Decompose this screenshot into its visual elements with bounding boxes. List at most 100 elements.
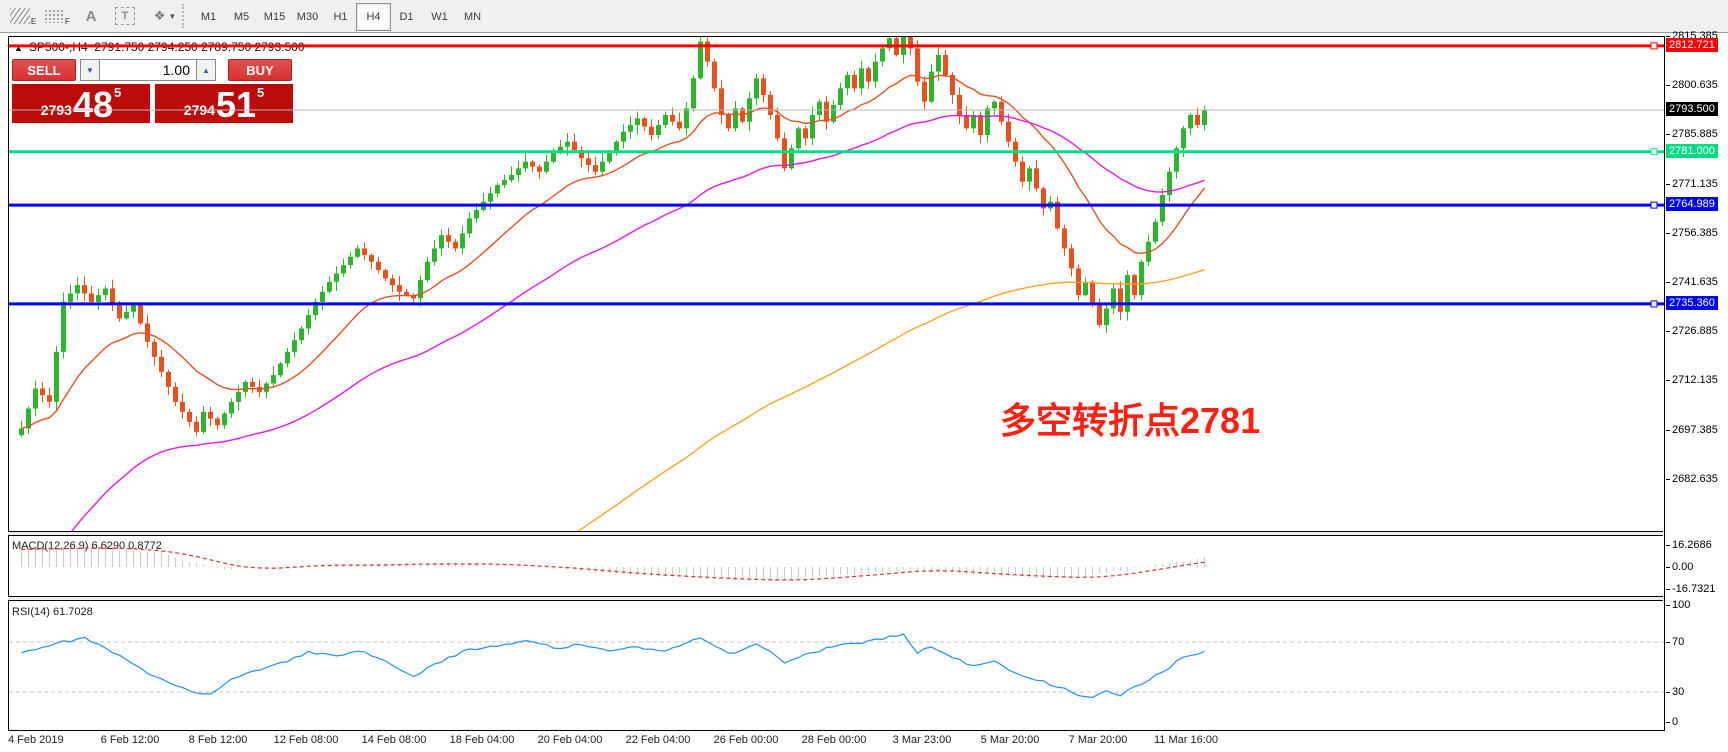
- macd-axis-label: 0.00: [1672, 561, 1694, 573]
- price-axis-label: 2697.385: [1672, 423, 1718, 436]
- time-axis-label: 12 Feb 08:00: [273, 734, 339, 746]
- buy-price-sup: 5: [256, 85, 265, 100]
- price-axis-tick: [1666, 331, 1670, 333]
- sell-price-sup: 5: [113, 85, 122, 100]
- buy-price-panel[interactable]: 2794 51 5: [155, 84, 293, 123]
- price-axis-tick: [1666, 282, 1670, 283]
- time-axis-label: 14 Feb 08:00: [361, 734, 427, 746]
- time-axis-label: 26 Feb 00:00: [713, 734, 779, 746]
- panel-splitter[interactable]: [8, 531, 1663, 536]
- hline-price-label: 2781.000: [1666, 143, 1718, 158]
- price-axis-label: 2785.885: [1672, 128, 1718, 141]
- time-axis-label: 8 Feb 12:00: [188, 734, 248, 746]
- buy-button[interactable]: BUY: [228, 59, 292, 81]
- volume-increase-button[interactable]: ▲: [196, 59, 216, 81]
- arrow-tools[interactable]: ❖ ▼: [144, 4, 186, 28]
- price-axis-tick: [1666, 478, 1670, 480]
- chevron-down-icon[interactable]: ▼: [168, 11, 177, 21]
- letter-glyph: A: [85, 7, 97, 25]
- time-axis-label: 5 Mar 20:00: [980, 734, 1040, 746]
- current-price-label: 2793.500: [1666, 101, 1718, 116]
- hatch-glyph: [9, 8, 30, 24]
- price-axis-label: 2741.635: [1672, 276, 1718, 288]
- price-axis-tick: [1666, 183, 1670, 185]
- rsi-axis-label: 30: [1672, 686, 1685, 698]
- timeframe-button-D1[interactable]: D1: [399, 11, 414, 23]
- toolbar: [0, 0, 1728, 33]
- boxed-letter-glyph: T: [115, 7, 135, 25]
- time-axis-label: 20 Feb 04:00: [537, 734, 603, 746]
- hline-price-label: 2735.360: [1666, 295, 1718, 310]
- text-label-tool[interactable]: A: [76, 4, 106, 28]
- macd-axis-tick: [1666, 567, 1670, 568]
- timeframe-button-W1[interactable]: W1: [431, 11, 448, 23]
- price-axis-label: 2771.135: [1672, 177, 1718, 190]
- price-axis-label: 2712.135: [1672, 374, 1718, 387]
- time-axis-label: 6 Feb 12:00: [100, 734, 160, 746]
- hline-handle[interactable]: [1650, 42, 1658, 50]
- rsi-axis-label: 0: [1672, 716, 1679, 728]
- hline-handle[interactable]: [1650, 201, 1658, 209]
- timeframe-button-MN[interactable]: MN: [463, 11, 482, 23]
- macd-axis-tick: [1666, 545, 1670, 546]
- sell-price-panel[interactable]: 2793 48 5: [12, 84, 150, 123]
- hline-handle[interactable]: [1650, 300, 1658, 308]
- time-axis-label: 3 Mar 23:00: [892, 734, 952, 746]
- sell-price-big: 48: [72, 84, 113, 125]
- main-chart[interactable]: [9, 37, 1664, 531]
- buy-price-big: 51: [215, 84, 256, 125]
- timeframe-button-M1[interactable]: M1: [200, 11, 217, 23]
- macd-indicator-label: MACD(12,26,9) 6.6290 0.8772: [12, 540, 162, 552]
- price-axis-tick: [1666, 232, 1670, 234]
- price-axis-tick: [1666, 36, 1670, 37]
- price-axis-label: 2726.885: [1672, 325, 1718, 338]
- macd-axis-label: -16.7321: [1672, 583, 1716, 595]
- toolbar-separator: [182, 4, 188, 28]
- time-axis-label: 18 Feb 04:00: [449, 734, 515, 746]
- price-axis-tick: [1666, 380, 1670, 382]
- hline-handle[interactable]: [1650, 148, 1658, 156]
- collapse-trade-panel-icon[interactable]: ▲: [14, 43, 23, 53]
- rsi-indicator-label: RSI(14) 61.7028: [12, 606, 93, 618]
- price-axis-label: 2682.635: [1672, 472, 1718, 485]
- macd-axis-tick: [1666, 589, 1670, 590]
- rsi-axis-label: 70: [1672, 636, 1685, 648]
- timeframe-button-M5[interactable]: M5: [233, 11, 250, 23]
- macd-panel[interactable]: [9, 536, 1664, 596]
- timeframe-button-M15[interactable]: M15: [263, 11, 286, 23]
- timeframe-button-M30[interactable]: M30: [296, 11, 319, 23]
- macd-signal-line: [21, 547, 1205, 581]
- fibonacci-tool[interactable]: F: [42, 4, 72, 28]
- time-axis-label: 4 Feb 2019: [8, 734, 64, 746]
- expansion-tool[interactable]: E: [8, 4, 38, 28]
- time-axis-label: 28 Feb 00:00: [801, 734, 867, 746]
- price-axis-tick: [1666, 134, 1670, 136]
- macd-axis-label: 16.2686: [1672, 539, 1712, 551]
- hline-price-label: 2812.721: [1666, 37, 1718, 52]
- hline-price-label: 2764.989: [1666, 197, 1718, 212]
- chart-annotation: 多空转折点2781: [1000, 400, 1261, 441]
- price-axis-label: 2756.385: [1672, 226, 1718, 239]
- time-axis-label: 11 Mar 16:00: [1153, 734, 1219, 746]
- price-axis-label: 2800.635: [1672, 79, 1718, 92]
- price-axis-tick: [1666, 429, 1670, 431]
- timeframe-button-H4[interactable]: H4: [356, 3, 391, 31]
- sell-button[interactable]: SELL: [12, 59, 76, 81]
- candles-group: [19, 37, 1207, 438]
- volume-input[interactable]: [99, 59, 197, 81]
- time-axis-label: 7 Mar 20:00: [1068, 734, 1128, 746]
- arrows-glyph: ❖: [153, 8, 166, 23]
- rsi-axis-tick: [1666, 692, 1670, 693]
- rsi-axis-label: 100: [1672, 599, 1691, 611]
- rsi-axis-tick: [1666, 722, 1670, 723]
- rsi-panel[interactable]: [9, 601, 1664, 730]
- grid-glyph: [44, 9, 65, 23]
- timeframe-button-H1[interactable]: H1: [333, 11, 348, 23]
- moving-averages-group: [21, 74, 1206, 531]
- panel-splitter[interactable]: [8, 596, 1663, 601]
- rsi-line: [21, 633, 1205, 699]
- text-box-tool[interactable]: T: [110, 4, 140, 28]
- price-axis-tick: [1666, 85, 1670, 87]
- time-axis-label: 22 Feb 04:00: [625, 734, 691, 746]
- rsi-axis-tick: [1666, 642, 1670, 643]
